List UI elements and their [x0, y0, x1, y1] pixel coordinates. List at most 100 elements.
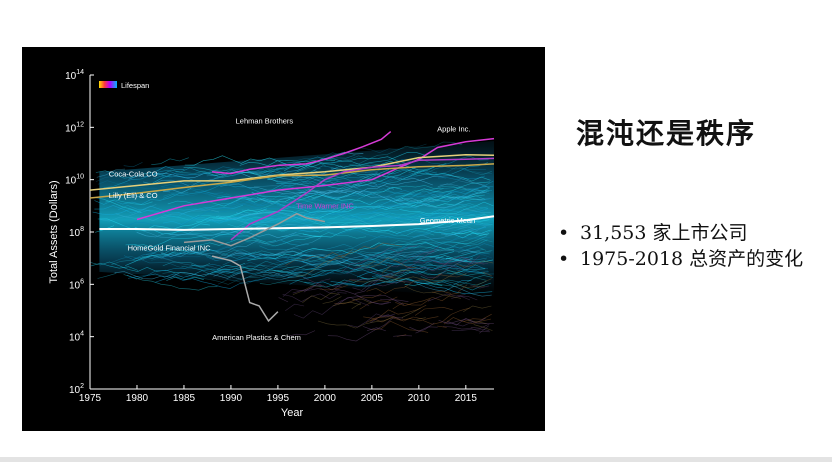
series-line-american-plastics-chem — [211, 255, 279, 323]
x-tick-label: 2000 — [314, 393, 337, 404]
company-trajectory — [183, 165, 419, 183]
company-trajectory — [356, 263, 489, 278]
company-trajectory — [363, 226, 402, 233]
company-trajectory — [432, 255, 481, 270]
slide-title: 混沌还是秩序 — [576, 117, 757, 150]
company-trajectory — [126, 268, 231, 280]
company-trajectory — [429, 256, 487, 263]
company-trajectory — [432, 290, 452, 294]
company-trajectory — [256, 194, 483, 207]
company-trajectory — [402, 236, 488, 262]
company-trajectory — [463, 313, 492, 322]
company-trajectory — [446, 243, 494, 251]
company-trajectory — [280, 239, 309, 246]
series-line-lilly-eli-co — [89, 163, 495, 199]
company-trajectory — [427, 293, 466, 302]
company-trajectory — [95, 176, 115, 182]
company-trajectory — [292, 278, 331, 294]
company-trajectory — [418, 213, 494, 221]
company-trajectory — [115, 209, 220, 222]
series-label-coca-cola-co: Coca-Cola CO — [109, 170, 158, 179]
company-trajectory — [114, 269, 303, 280]
company-trajectory — [153, 175, 173, 179]
company-trajectory — [94, 205, 302, 222]
company-trajectory — [445, 221, 493, 232]
company-trajectory — [103, 174, 339, 194]
company-trajectory — [240, 264, 326, 273]
company-trajectory — [381, 265, 392, 274]
company-trajectory — [145, 253, 250, 274]
company-trajectory — [339, 188, 490, 198]
x-tick-label: 2005 — [361, 393, 384, 404]
company-trajectory — [400, 233, 429, 238]
company-trajectory — [151, 253, 189, 261]
company-trajectory — [276, 151, 427, 170]
company-trajectory — [322, 296, 342, 304]
company-trajectory — [314, 211, 475, 222]
company-trajectory — [291, 173, 433, 186]
x-tick-label: 1995 — [267, 393, 290, 404]
company-trajectory — [327, 203, 488, 220]
company-trajectory — [414, 306, 453, 316]
company-trajectory — [229, 250, 390, 263]
company-trajectory — [482, 271, 493, 277]
bullet-text: 31,553 家上市公司 — [580, 222, 748, 244]
x-axis-label: Year — [281, 407, 304, 419]
company-trajectory — [349, 141, 463, 165]
company-trajectory — [276, 204, 343, 211]
company-trajectory — [262, 263, 320, 277]
company-trajectory — [319, 222, 349, 225]
company-trajectory — [334, 293, 382, 305]
company-trajectory — [278, 297, 289, 303]
company-trajectory — [357, 241, 471, 258]
y-tick-label: 106 — [69, 278, 84, 291]
company-trajectory — [249, 270, 306, 278]
company-trajectory — [404, 282, 443, 286]
company-trajectory — [260, 260, 298, 268]
company-trajectory — [423, 219, 490, 230]
company-trajectory — [463, 170, 493, 174]
bullet-dot: • — [558, 248, 570, 270]
y-tick-label: 1012 — [65, 121, 84, 134]
company-trajectory — [245, 202, 312, 210]
company-trajectory — [359, 275, 492, 291]
company-trajectory — [296, 249, 353, 277]
company-trajectory — [351, 205, 418, 218]
company-trajectory — [294, 254, 361, 267]
company-trajectory — [391, 217, 486, 226]
company-trajectory — [224, 199, 356, 207]
company-trajectory — [308, 260, 375, 269]
company-trajectory — [151, 239, 302, 259]
company-trajectory — [438, 205, 467, 212]
company-trajectory — [368, 213, 491, 227]
company-trajectory — [451, 328, 490, 331]
company-trajectory — [133, 249, 322, 260]
company-trajectory — [446, 318, 494, 326]
company-trajectory — [425, 166, 492, 176]
company-trajectory — [326, 242, 402, 265]
y-tick-label: 102 — [69, 383, 84, 396]
company-trajectory — [404, 256, 471, 272]
series-line-apple-inc — [136, 137, 495, 221]
company-trajectory — [259, 228, 448, 253]
company-trajectory — [292, 187, 490, 206]
company-trajectory — [455, 260, 494, 268]
assets-chart: 1975 1980 1985 1990 1995 2000 2005 2010 2015 102 1… — [48, 69, 495, 419]
company-trajectory — [383, 249, 478, 256]
company-trajectory — [173, 249, 203, 256]
company-trajectory — [393, 335, 413, 337]
series-label-american-plastics-chem: American Plastics & Chem — [212, 333, 301, 342]
company-trajectory — [382, 270, 411, 277]
company-trajectory — [431, 202, 489, 213]
company-trajectory — [414, 252, 490, 264]
series-line-time-warner-inc — [230, 157, 495, 241]
company-trajectory — [190, 234, 322, 254]
company-trajectory — [136, 230, 297, 239]
company-trajectory — [458, 296, 478, 301]
company-trajectory — [418, 258, 485, 278]
company-trajectory — [472, 278, 492, 287]
x-tick-label: 1990 — [220, 393, 243, 404]
company-trajectory — [369, 301, 389, 305]
company-trajectory — [457, 246, 487, 254]
company-trajectory — [372, 195, 486, 210]
